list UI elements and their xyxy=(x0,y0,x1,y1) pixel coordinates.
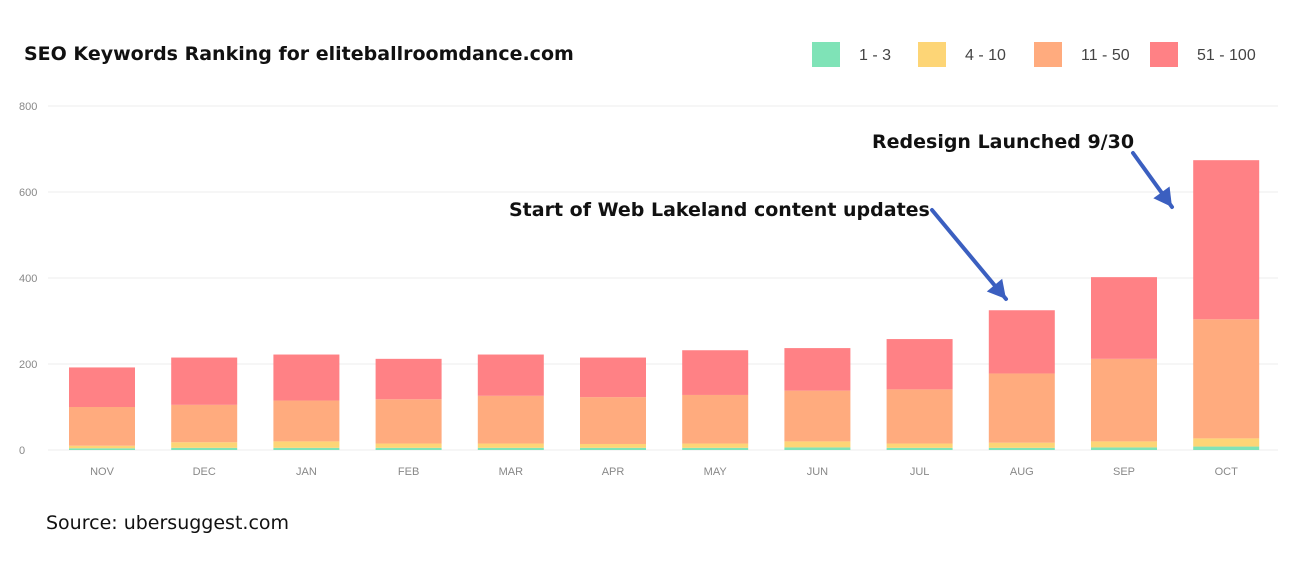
bar-segment-nov-series-1 xyxy=(69,445,135,449)
y-tick-label: 0 xyxy=(19,445,25,457)
x-tick-label: APR xyxy=(602,466,625,478)
legend-swatch xyxy=(1034,42,1062,67)
x-axis-ticks: NOV DEC JAN FEB MAR APR MAY JUN JUL AUG SEP OCT xyxy=(90,466,1238,478)
x-tick-label: AUG xyxy=(1010,466,1034,478)
x-tick-label: FEB xyxy=(398,466,419,478)
bar-segment-nov-series-2 xyxy=(69,407,135,446)
legend-swatch xyxy=(1150,42,1178,67)
bar-segment-oct-series-1 xyxy=(1193,438,1260,447)
bar-segment-jun-series-3 xyxy=(784,348,851,391)
arrow-to-aug-head xyxy=(986,278,1006,299)
bar-segment-mar-series-3 xyxy=(477,354,544,396)
x-tick-label: SEP xyxy=(1113,466,1135,478)
bar-segment-mar-series-0 xyxy=(477,447,544,450)
y-tick-label: 200 xyxy=(19,359,37,371)
x-tick-label: JAN xyxy=(296,466,317,478)
bar-segment-aug-series-3 xyxy=(988,310,1055,374)
bar-segment-jan-series-3 xyxy=(273,354,340,401)
bar-segment-feb-series-1 xyxy=(375,443,442,448)
y-axis-ticks: 0 200 400 600 800 xyxy=(19,101,37,457)
bar-segment-may-series-0 xyxy=(682,447,749,450)
bar-segment-aug-series-1 xyxy=(988,442,1055,448)
bar-segment-apr-series-1 xyxy=(580,443,646,448)
bar-segment-aug-series-2 xyxy=(988,373,1055,443)
bar-segment-nov-series-3 xyxy=(69,367,135,407)
bar-segment-may-series-3 xyxy=(682,350,749,395)
bar-segment-jun-series-1 xyxy=(784,441,851,448)
x-tick-label: JUL xyxy=(910,466,930,478)
bar-segment-nov-series-0 xyxy=(69,448,135,450)
bar-segment-oct-series-2 xyxy=(1193,319,1260,439)
arrow-to-oct-head xyxy=(1153,186,1172,207)
chart-title: SEO Keywords Ranking for eliteballroomda… xyxy=(24,43,574,65)
y-tick-label: 400 xyxy=(19,273,37,285)
legend-label: 4 - 10 xyxy=(965,47,1006,64)
annotation-arrows xyxy=(930,151,1174,301)
bar-segment-jan-series-1 xyxy=(273,441,340,448)
bar-segment-oct-series-3 xyxy=(1193,160,1260,320)
arrow-to-aug xyxy=(930,208,1008,301)
bar-segment-mar-series-2 xyxy=(477,395,544,444)
legend-swatch xyxy=(812,42,840,67)
bar-segment-jan-series-0 xyxy=(273,447,340,450)
x-tick-label: NOV xyxy=(90,466,115,478)
bar-segment-jan-series-2 xyxy=(273,400,340,442)
annotation-redesign: Redesign Launched 9/30 xyxy=(872,131,1134,153)
bar-segment-jul-series-1 xyxy=(886,443,953,448)
legend-label: 51 - 100 xyxy=(1197,47,1256,64)
annotation-content-updates: Start of Web Lakeland content updates xyxy=(509,199,930,221)
x-tick-label: MAY xyxy=(704,466,728,478)
bar-segment-feb-series-3 xyxy=(375,358,442,400)
bar-segment-mar-series-1 xyxy=(477,443,544,448)
legend-label: 1 - 3 xyxy=(859,47,891,64)
legend-label: 11 - 50 xyxy=(1081,47,1130,64)
x-tick-label: DEC xyxy=(193,466,216,478)
x-tick-label: OCT xyxy=(1215,466,1239,478)
bar-segment-jul-series-0 xyxy=(886,447,953,450)
y-tick-label: 600 xyxy=(19,187,37,199)
bar-segment-sep-series-1 xyxy=(1091,441,1157,448)
bar-segment-aug-series-0 xyxy=(988,447,1055,450)
bar-segment-dec-series-0 xyxy=(171,447,238,450)
bar-segment-dec-series-1 xyxy=(171,442,238,448)
y-tick-label: 800 xyxy=(19,101,37,113)
bar-segment-dec-series-3 xyxy=(171,357,238,405)
bar-segment-dec-series-2 xyxy=(171,404,238,443)
bar-segment-oct-series-0 xyxy=(1193,446,1260,450)
x-tick-label: JUN xyxy=(807,466,828,478)
bar-segment-apr-series-3 xyxy=(580,357,646,398)
bar-segment-apr-series-2 xyxy=(580,397,646,444)
bar-segment-apr-series-0 xyxy=(580,447,646,450)
x-tick-label: MAR xyxy=(499,466,524,478)
bar-segment-feb-series-0 xyxy=(375,447,442,450)
bar-segment-jul-series-2 xyxy=(886,389,953,444)
bar-segment-sep-series-3 xyxy=(1091,277,1157,359)
bar-segment-feb-series-2 xyxy=(375,399,442,444)
chart-legend: 1 - 3 4 - 10 11 - 50 51 - 100 xyxy=(812,42,1256,67)
bar-segment-jul-series-3 xyxy=(886,339,953,390)
bar-segment-sep-series-2 xyxy=(1091,358,1157,442)
bar-segment-jun-series-2 xyxy=(784,390,851,442)
bar-segment-jun-series-0 xyxy=(784,447,851,450)
chart-bars xyxy=(69,160,1260,450)
legend-swatch xyxy=(918,42,946,67)
bar-segment-may-series-2 xyxy=(682,394,749,444)
bar-segment-may-series-1 xyxy=(682,443,749,448)
source-note: Source: ubersuggest.com xyxy=(46,512,289,534)
bar-segment-sep-series-0 xyxy=(1091,447,1157,450)
chart-gridlines xyxy=(48,105,1278,451)
